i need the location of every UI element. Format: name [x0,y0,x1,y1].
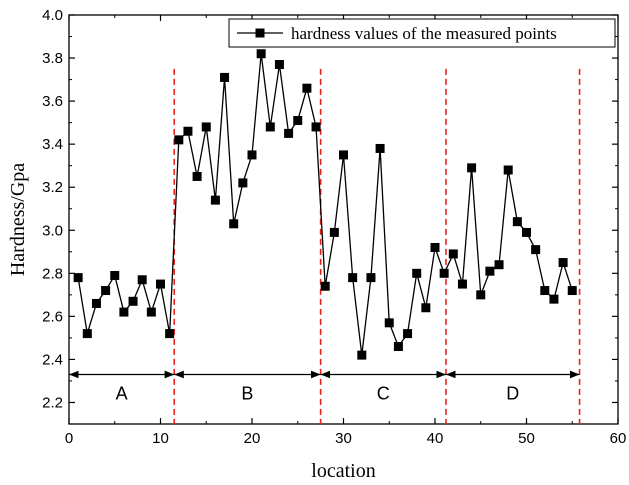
y-tick-label: 3.4 [42,136,63,153]
data-point [247,150,257,160]
data-point [512,217,522,227]
data-point [91,298,101,308]
data-point [357,350,367,360]
region-label: D [506,383,519,403]
data-point [320,281,330,291]
y-tick-label: 3.6 [42,93,63,110]
region-arrows: A B C D [69,370,580,403]
data-point [238,178,248,188]
data-point [540,286,550,296]
data-point [311,122,321,132]
region-boundaries [173,68,581,424]
data-point [375,143,385,153]
region-label: B [241,383,253,403]
data-point [412,268,422,278]
y-tick-label: 2.6 [42,308,63,325]
data-point [284,128,294,138]
x-tick-label: 40 [427,430,444,447]
plot-area [68,14,619,425]
data-point [128,296,138,306]
data-point [421,303,431,313]
data-point [293,115,303,125]
x-tick-label: 50 [518,430,535,447]
region-label: A [116,383,128,403]
y-axis-title: Hardness/Gpa [7,163,29,276]
data-point [485,266,495,276]
data-point [256,49,266,59]
legend: hardness values of the measured points [228,18,616,48]
y-tick-label: 2.8 [42,265,63,282]
data-point [265,122,275,132]
region-label: C [377,383,390,403]
y-tick-label: 2.4 [42,351,63,368]
x-tick-label: 30 [335,430,352,447]
y-tick-label: 3.2 [42,179,63,196]
data-point [146,307,156,317]
x-tick-label: 60 [610,430,627,447]
legend-box [228,18,616,48]
data-point [567,286,577,296]
y-tick-label: 3.8 [42,50,63,67]
data-series [73,49,577,360]
data-point [457,279,467,289]
data-point [274,60,284,70]
data-point [137,275,147,285]
data-point [183,126,193,136]
data-point [503,165,513,175]
data-point [229,219,239,229]
data-point [174,135,184,145]
data-point [329,227,339,237]
data-point [220,72,230,82]
data-point [210,195,220,205]
x-tick-label: 20 [244,430,261,447]
x-tick-label: 10 [152,430,169,447]
legend-label: hardness values of the measured points [291,24,557,43]
data-point [467,163,477,173]
data-point [339,150,348,160]
data-point [82,329,92,339]
data-point [366,273,376,283]
data-point [531,245,541,255]
data-point [448,249,458,259]
data-point [494,260,504,270]
data-point [384,318,394,328]
data-point [430,242,440,252]
data-point [110,270,120,280]
data-point [165,329,175,339]
data-point [73,273,83,283]
data-point [192,171,202,181]
data-point [403,329,413,339]
data-point [522,227,531,237]
data-point [201,122,211,132]
data-point [119,307,129,317]
plot-frame [68,14,619,425]
data-point [101,286,111,296]
y-tick-label: 3.0 [42,222,63,239]
data-point [549,294,559,304]
data-point [439,268,449,278]
data-point [558,258,568,268]
data-point [348,273,358,283]
data-point [476,290,486,300]
axes: 0 10 20 30 40 50 60 2.2 2.4 2.6 2.8 3.0 3.2 3.4 3.6 3.8… [7,7,626,482]
y-tick-label: 4.0 [42,7,63,24]
y-tick-label: 2.2 [42,394,63,411]
legend-marker [255,28,265,38]
data-point [156,279,165,289]
x-axis-title: location [311,460,375,482]
x-tick-label: 0 [65,430,73,447]
data-point [302,83,312,93]
data-point [393,342,403,352]
